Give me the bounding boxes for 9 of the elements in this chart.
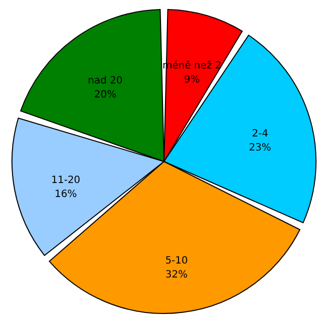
data-label: 32% <box>165 270 188 281</box>
data-label: 20% <box>94 90 116 101</box>
slice-label: 2-4 <box>252 128 268 140</box>
data-label: 9% <box>184 74 200 86</box>
data-label: 23% <box>248 142 272 154</box>
slice-label: 11-20 <box>51 175 80 186</box>
slice-label: nad 20 <box>88 76 123 87</box>
data-label: 16% <box>54 189 77 200</box>
slice-label: 5-10 <box>165 256 188 267</box>
